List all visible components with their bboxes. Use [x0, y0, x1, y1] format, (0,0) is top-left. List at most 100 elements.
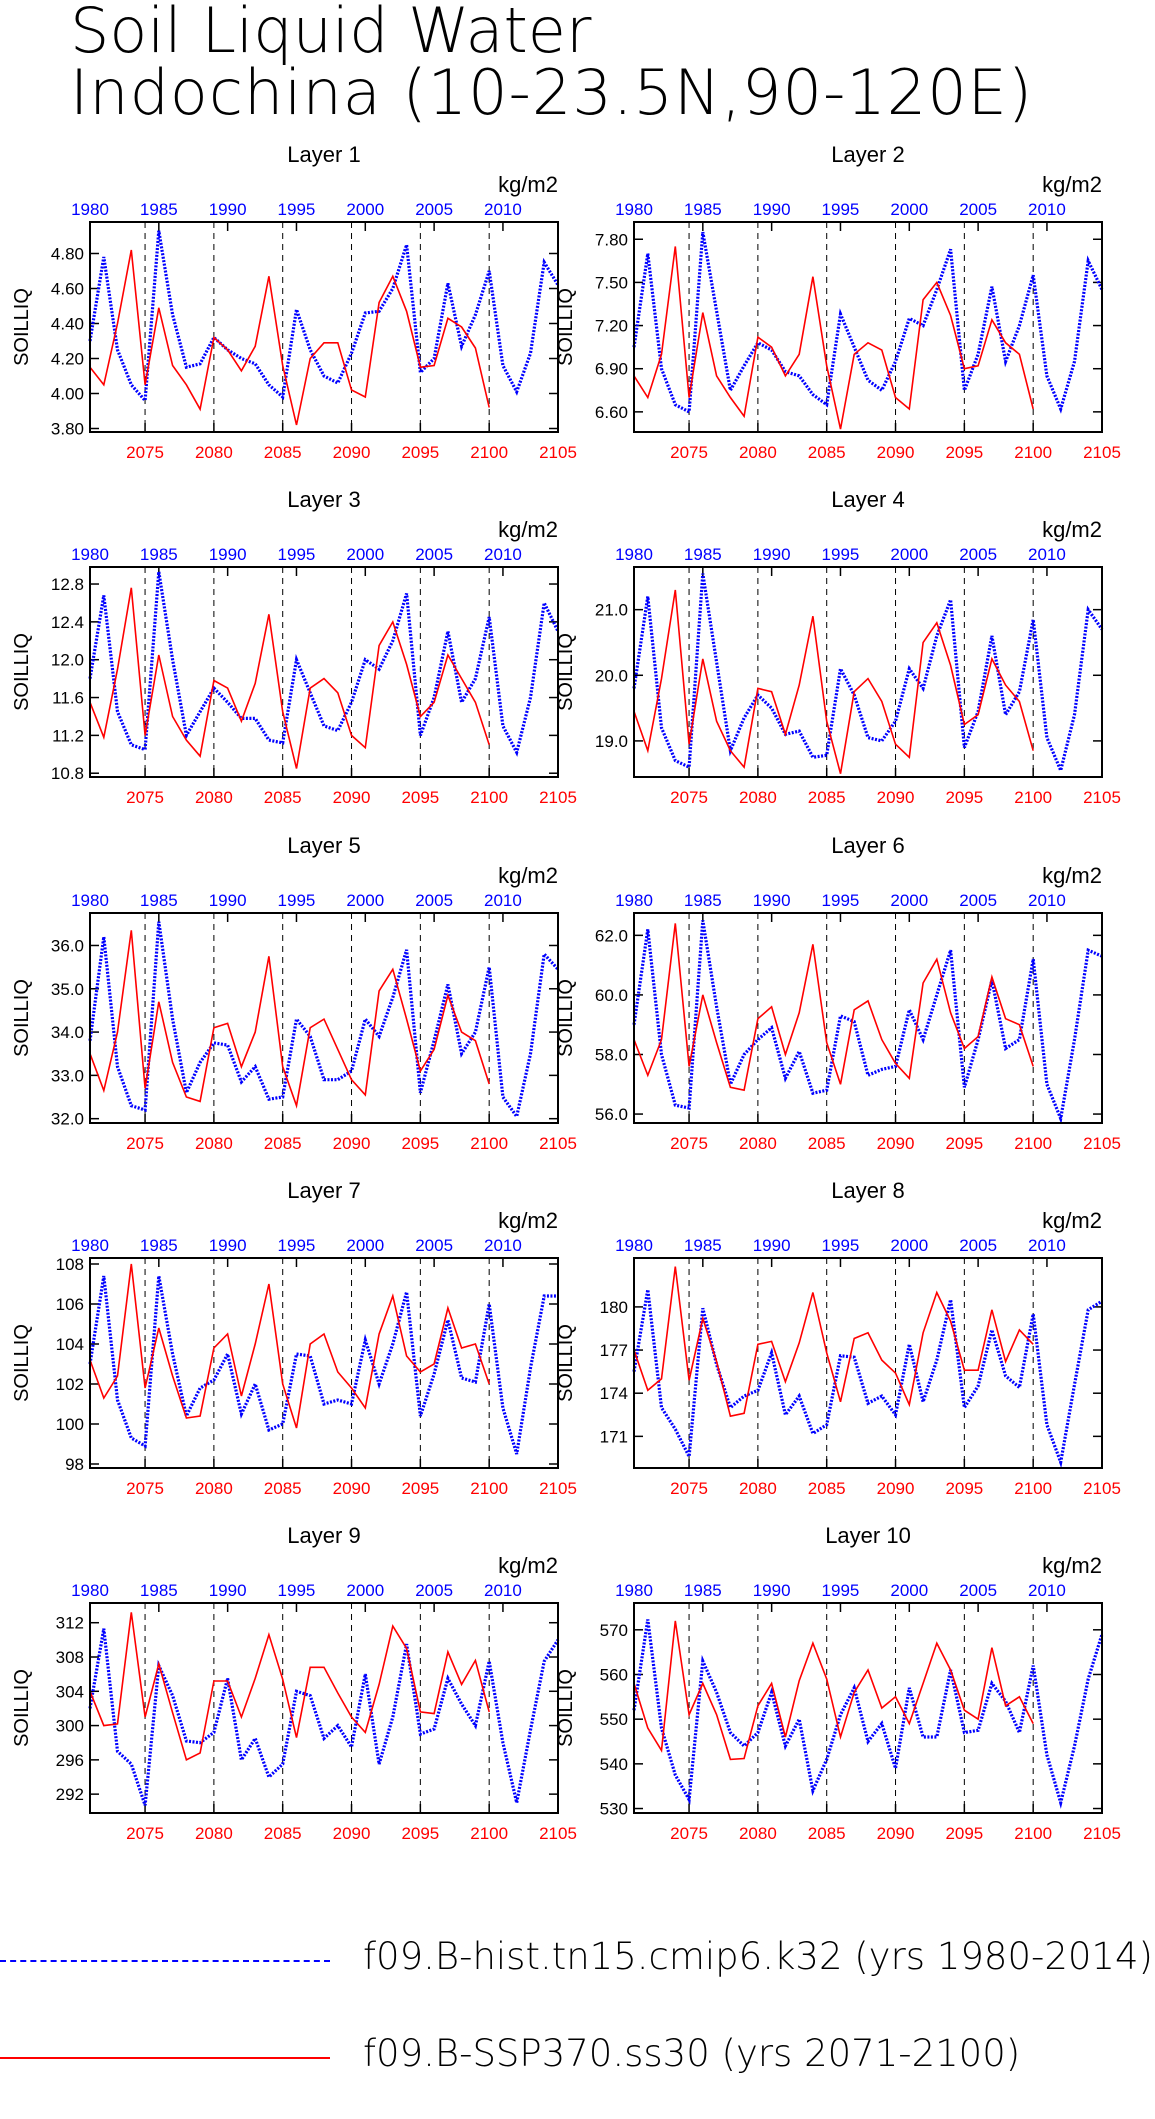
x-tick-label-bottom: 2100: [470, 443, 508, 462]
x-tick-label-top: 1980: [71, 1581, 109, 1600]
x-tick-label-bottom: 2095: [401, 788, 439, 807]
y-tick-label: 540: [600, 1755, 628, 1774]
panel-title: Layer 2: [831, 142, 904, 167]
x-tick-label-bottom: 2105: [1083, 788, 1121, 807]
x-tick-label-bottom: 2075: [670, 1479, 708, 1498]
series-line-hist: [632, 231, 1104, 415]
plot-frame: [633, 221, 1103, 433]
x-tick-label-top: 2010: [484, 891, 522, 910]
y-axis-label: SOILLIQ: [11, 1669, 33, 1747]
panel-title: Layer 1: [287, 142, 360, 167]
x-tick-label-top: 1980: [71, 545, 109, 564]
series-line-ssp: [633, 923, 1034, 1092]
units-label: kg/m2: [1042, 172, 1102, 197]
units-label: kg/m2: [498, 1553, 558, 1578]
x-tick-label-top: 1995: [278, 1581, 316, 1600]
x-tick-label-bottom: 2080: [739, 788, 777, 807]
x-tick-label-bottom: 2080: [195, 1134, 233, 1153]
y-tick-label: 12.8: [51, 575, 84, 594]
y-axis-label: SOILLIQ: [555, 1669, 577, 1747]
plot-frame: [633, 1602, 1103, 1814]
y-tick-label: 312: [56, 1614, 84, 1633]
x-tick-label-top: 2010: [484, 200, 522, 219]
x-tick-label-top: 1980: [615, 891, 653, 910]
x-tick-label-bottom: 2095: [945, 443, 983, 462]
panel-title: Layer 6: [831, 833, 904, 858]
x-tick-label-top: 2005: [415, 200, 453, 219]
plot-frame: [89, 1257, 559, 1469]
x-tick-label-top: 2005: [415, 545, 453, 564]
series-line-ssp: [89, 249, 490, 426]
y-tick-label: 11.2: [52, 726, 84, 745]
y-tick-label: 106: [56, 1295, 84, 1314]
layer-panel: Layer 2 kg/m2 SOILLIQ 6.60 6.90 7.20 7.50 7.80 2…: [555, 142, 1121, 462]
x-tick-label-bottom: 2090: [333, 443, 371, 462]
x-tick-label-bottom: 2085: [264, 443, 302, 462]
y-tick-label: 180: [600, 1298, 628, 1317]
x-tick-label-top: 1995: [822, 200, 860, 219]
x-tick-label-top: 1990: [753, 200, 791, 219]
x-tick-label-bottom: 2105: [1083, 1479, 1121, 1498]
y-tick-label: 550: [600, 1710, 628, 1729]
x-tick-label-bottom: 2085: [808, 788, 846, 807]
x-tick-label-bottom: 2080: [195, 788, 233, 807]
units-label: kg/m2: [498, 1208, 558, 1233]
x-tick-label-bottom: 2090: [877, 1134, 915, 1153]
x-tick-label-top: 1995: [822, 545, 860, 564]
legend-ssp-label: f09.B-SSP370.ss30 (yrs 2071-2100): [363, 2032, 1021, 2075]
y-axis-label: SOILLIQ: [555, 979, 577, 1057]
layer-panel: Layer 6 kg/m2 SOILLIQ 56.0 58.0 60.0 62.0 2075 2…: [555, 833, 1121, 1153]
x-tick-label-top: 1985: [684, 1581, 722, 1600]
x-tick-label-top: 2005: [415, 891, 453, 910]
x-tick-label-bottom: 2090: [333, 1824, 371, 1843]
x-tick-label-top: 1985: [140, 891, 178, 910]
x-tick-label-bottom: 2105: [539, 1134, 577, 1153]
x-tick-label-bottom: 2100: [1014, 1824, 1052, 1843]
x-tick-label-bottom: 2085: [264, 1134, 302, 1153]
x-tick-label-bottom: 2100: [1014, 1479, 1052, 1498]
layer-panel: Layer 3 kg/m2 SOILLIQ 10.8 11.2 11.6 12.0 12.4 1…: [11, 487, 577, 807]
x-tick-label-bottom: 2095: [945, 788, 983, 807]
y-tick-label: 6.60: [595, 403, 628, 422]
y-tick-label: 12.4: [51, 613, 84, 632]
x-tick-label-top: 1995: [822, 891, 860, 910]
x-tick-label-bottom: 2075: [126, 1134, 164, 1153]
x-tick-label-top: 1980: [615, 1581, 653, 1600]
series-line-hist: [632, 573, 1104, 776]
x-tick-label-top: 2000: [346, 200, 384, 219]
plot-frame: [89, 912, 559, 1124]
x-tick-label-top: 2000: [890, 545, 928, 564]
x-tick-label-bottom: 2105: [539, 1479, 577, 1498]
x-tick-label-bottom: 2100: [1014, 443, 1052, 462]
panel-title: Layer 7: [287, 1178, 360, 1203]
x-tick-label-bottom: 2090: [877, 1479, 915, 1498]
x-tick-label-bottom: 2105: [1083, 1824, 1121, 1843]
y-tick-label: 10.8: [51, 764, 84, 783]
x-tick-label-top: 1985: [684, 891, 722, 910]
y-tick-label: 58.0: [595, 1045, 628, 1064]
x-tick-label-top: 1980: [615, 545, 653, 564]
x-tick-label-top: 2010: [484, 1236, 522, 1255]
x-tick-label-top: 1985: [684, 1236, 722, 1255]
y-tick-label: 7.80: [595, 230, 628, 249]
x-tick-label-bottom: 2090: [333, 788, 371, 807]
layer-panel: Layer 9 kg/m2 SOILLIQ 292 296 300 304 308 312 207…: [11, 1523, 577, 1843]
x-tick-label-top: 1995: [278, 1236, 316, 1255]
x-tick-label-top: 2000: [346, 545, 384, 564]
series-line-ssp: [89, 930, 490, 1109]
x-tick-label-bottom: 2100: [470, 1824, 508, 1843]
x-tick-label-top: 1995: [822, 1236, 860, 1255]
x-tick-label-bottom: 2080: [739, 443, 777, 462]
x-tick-label-top: 1980: [71, 1236, 109, 1255]
layer-panel: Layer 1 kg/m2 SOILLIQ 3.80 4.00 4.20 4.40 4.60 4…: [11, 142, 577, 462]
legend-hist-swatch: [0, 1960, 330, 1962]
y-tick-label: 21.0: [595, 601, 628, 620]
x-tick-label-bottom: 2095: [401, 1824, 439, 1843]
x-tick-label-bottom: 2085: [808, 1479, 846, 1498]
x-tick-label-bottom: 2105: [1083, 443, 1121, 462]
series-line-hist: [632, 1619, 1104, 1809]
units-label: kg/m2: [1042, 863, 1102, 888]
x-tick-label-top: 2005: [959, 545, 997, 564]
x-tick-label-bottom: 2075: [126, 1479, 164, 1498]
y-tick-label: 35.0: [51, 980, 84, 999]
